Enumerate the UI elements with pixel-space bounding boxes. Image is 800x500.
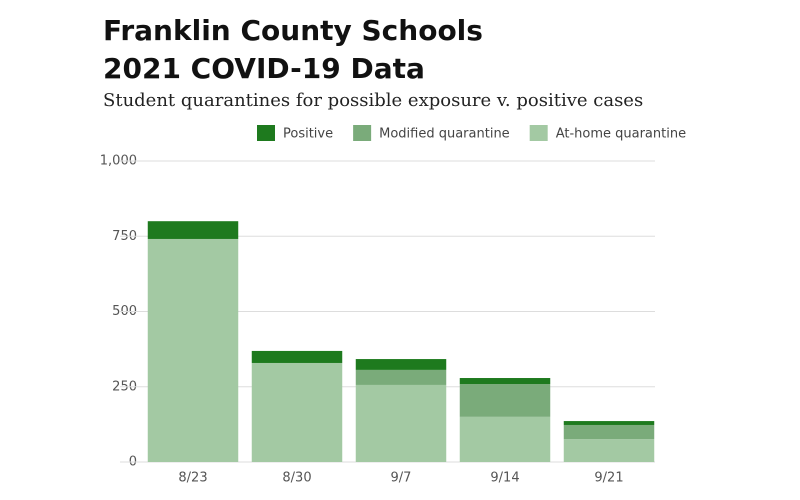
- bar-segment: [147, 238, 239, 462]
- bar-segment: [563, 424, 655, 440]
- legend-swatch: [529, 125, 548, 141]
- bar-segment: [355, 369, 447, 385]
- legend-label: At-home quarantine: [556, 127, 686, 142]
- x-tick-label: 8/23: [178, 471, 207, 486]
- bar-segment: [251, 350, 343, 363]
- bar-segment: [355, 359, 447, 370]
- x-tick-label: 9/7: [391, 471, 412, 486]
- x-tick-label: 8/30: [282, 471, 311, 486]
- chart-subtitle: Student quarantines for possible exposur…: [103, 90, 643, 111]
- bar-segment: [563, 421, 655, 425]
- bar-segment: [147, 221, 239, 239]
- x-tick-label: 9/14: [490, 471, 519, 486]
- bar-segment: [355, 384, 447, 462]
- chart-title: 2021 COVID-19 Data: [103, 52, 425, 85]
- legend-swatch: [353, 125, 372, 141]
- legend-swatch: [257, 125, 275, 141]
- bar-segment: [459, 378, 551, 385]
- bar-segment: [459, 384, 551, 417]
- chart-title: Franklin County Schools: [103, 14, 483, 47]
- legend-label: Positive: [283, 127, 333, 142]
- legend-label: Modified quarantine: [379, 127, 510, 142]
- bar-segment: [251, 362, 343, 462]
- bar-segment: [563, 439, 655, 462]
- x-tick-label: 9/21: [594, 471, 623, 486]
- y-tick-label: 1,000: [100, 154, 137, 169]
- bar-segment: [459, 416, 551, 462]
